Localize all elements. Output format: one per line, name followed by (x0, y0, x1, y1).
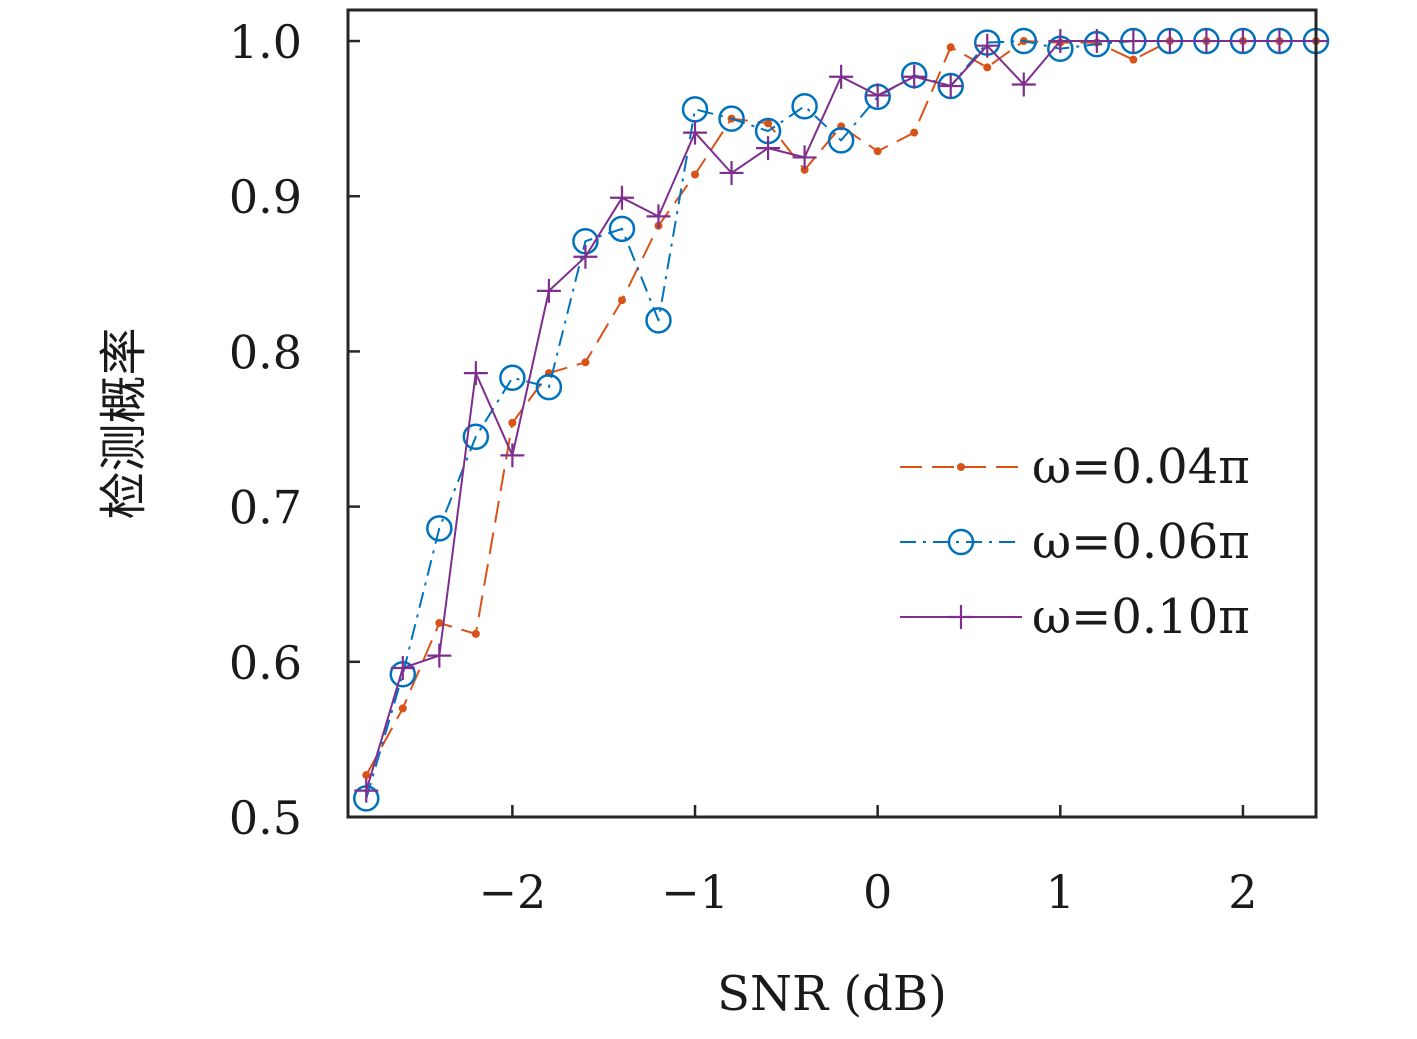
data-point (645, 307, 672, 334)
x-tick-label: 0 (863, 865, 892, 919)
data-point (435, 619, 444, 628)
y-tick-label: 1.0 (229, 15, 302, 69)
data-point (1084, 29, 1109, 54)
series-1 (362, 37, 1320, 780)
data-point (1010, 27, 1038, 55)
legend-marker (957, 463, 965, 471)
series-3 (354, 29, 1328, 803)
legend-entry: ω=0.10π (900, 589, 1250, 645)
data-point (426, 515, 453, 542)
series-line (365, 40, 1316, 799)
legend-entry: ω=0.04π (900, 439, 1250, 495)
data-point (390, 656, 415, 681)
data-point (975, 33, 1000, 58)
legend-label: ω=0.10π (1032, 589, 1250, 645)
data-point (719, 160, 744, 185)
data-point (646, 204, 671, 229)
y-axis-label: 检测概率 (96, 327, 152, 519)
x-tick-label: 2 (1228, 865, 1257, 919)
y-tick-label: 0.7 (229, 481, 302, 535)
data-point (471, 629, 480, 638)
legend-marker (947, 528, 975, 556)
data-point (800, 165, 809, 174)
ticks-layer: −2 −1 0 1 2 0.5 0.6 0.7 0.8 0.9 1.0 (229, 15, 1258, 919)
data-point (508, 418, 517, 427)
data-point (1121, 29, 1146, 54)
data-point (463, 361, 488, 386)
data-point (873, 147, 882, 156)
data-point (681, 96, 709, 123)
data-point (1011, 72, 1036, 97)
data-point (718, 105, 745, 132)
data-point (499, 364, 526, 392)
data-point (500, 443, 525, 468)
data-point (1157, 29, 1182, 54)
data-point (354, 778, 379, 803)
data-point (462, 423, 490, 451)
data-point (362, 771, 371, 780)
data-point (792, 145, 817, 170)
legend-marker (949, 605, 973, 629)
data-point (535, 373, 563, 401)
data-point (536, 278, 561, 303)
data-point (609, 185, 634, 210)
data-point (829, 64, 854, 89)
data-point (573, 244, 598, 269)
data-point (827, 127, 855, 154)
data-point (902, 64, 927, 89)
series-layer (353, 27, 1330, 812)
data-point (1048, 29, 1073, 54)
data-point (1267, 29, 1292, 54)
x-tick-label: −2 (478, 865, 546, 919)
data-point (983, 63, 992, 72)
plot-frame (346, 8, 1318, 819)
data-point (764, 119, 773, 128)
data-point (910, 128, 919, 137)
legend-label: ω=0.04π (1032, 439, 1250, 495)
data-point (683, 120, 708, 145)
legend-entry: ω=0.06π (900, 514, 1250, 570)
x-tick-label: −1 (661, 865, 729, 919)
data-point (581, 358, 590, 367)
data-point (938, 74, 963, 99)
data-point (608, 215, 636, 243)
data-point (946, 43, 955, 52)
data-point (617, 296, 626, 305)
series-line (365, 40, 1316, 776)
data-point (427, 643, 452, 668)
series-2 (353, 27, 1330, 812)
legend-label: ω=0.06π (1032, 514, 1250, 570)
legend: ω=0.04π ω=0.06π ω=0.10π (900, 439, 1250, 645)
data-point (1129, 55, 1138, 64)
data-point (756, 136, 781, 161)
data-point (1194, 29, 1219, 54)
data-point (1230, 29, 1255, 54)
y-tick-label: 0.8 (229, 325, 302, 379)
data-point (691, 170, 700, 179)
data-point (791, 92, 818, 120)
y-tick-label: 0.6 (229, 636, 302, 690)
y-tick-label: 0.5 (229, 791, 302, 845)
data-point (865, 83, 890, 108)
y-tick-label: 0.9 (229, 170, 302, 224)
data-point (398, 704, 407, 713)
x-tick-label: 1 (1046, 865, 1075, 919)
x-axis-label: SNR (dB) (717, 966, 947, 1022)
